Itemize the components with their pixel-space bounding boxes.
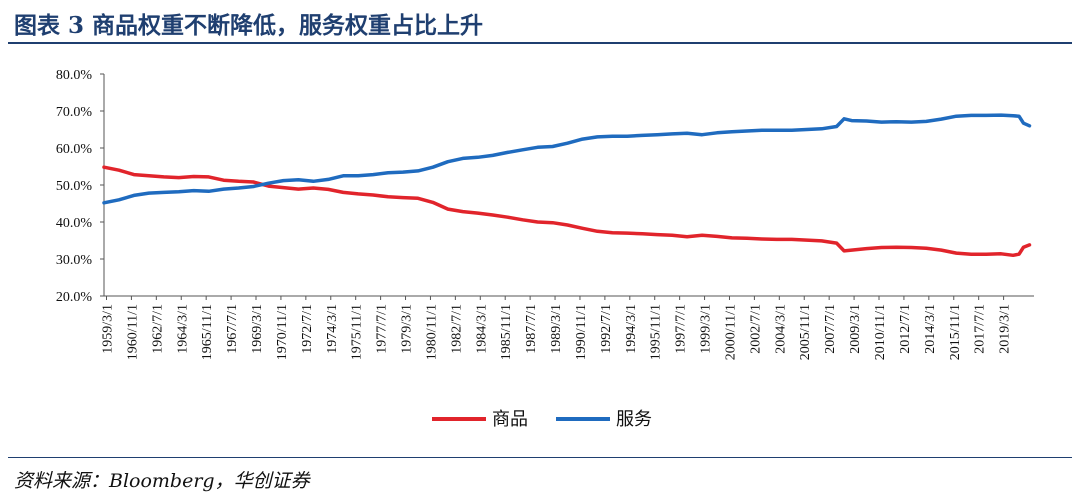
x-tick-label: 1994/3/1 xyxy=(624,304,639,354)
x-tick-label: 1989/3/1 xyxy=(549,304,564,354)
x-tick-label: 2004/3/1 xyxy=(773,304,788,354)
goods-line xyxy=(102,165,1032,258)
x-tick-label: 1999/3/1 xyxy=(699,304,714,354)
x-tick-label: 2010/11/1 xyxy=(873,304,888,360)
y-tick-label: 70.0% xyxy=(56,105,93,120)
y-tick-label: 50.0% xyxy=(56,179,93,194)
title-divider xyxy=(8,42,1072,44)
x-tick-label: 1975/11/1 xyxy=(350,304,365,360)
legend-label: 服务 xyxy=(616,409,652,430)
x-tick-label: 2007/7/1 xyxy=(823,304,838,354)
x-tick-label: 1964/3/1 xyxy=(175,304,190,354)
legend-item-goods: 商品 xyxy=(432,409,528,430)
x-tick-label: 1997/7/1 xyxy=(674,304,689,354)
x-tick-label: 2005/11/1 xyxy=(798,304,813,360)
source-note: 资料来源：Bloomberg，华创证券 xyxy=(14,470,310,492)
series-lines xyxy=(102,113,1032,258)
x-tick-label: 1985/11/1 xyxy=(499,304,514,360)
figure-title: 图表 3 商品权重不断降低，服务权重占比上升 xyxy=(14,12,484,39)
x-tick-label: 2009/3/1 xyxy=(848,304,863,354)
x-tick-label: 1974/3/1 xyxy=(325,304,340,354)
x-tick-label: 1982/7/1 xyxy=(449,304,464,354)
x-tick-label: 1960/11/1 xyxy=(125,304,140,360)
y-tick-label: 60.0% xyxy=(56,142,93,157)
x-tick-label: 1990/11/1 xyxy=(574,304,589,360)
x-tick-label: 1977/7/1 xyxy=(375,304,390,354)
services-line xyxy=(102,113,1032,205)
y-tick-label: 30.0% xyxy=(56,253,93,268)
x-tick-label: 1987/7/1 xyxy=(524,304,539,354)
chart-axes xyxy=(103,74,1034,297)
x-tick-label: 1970/11/1 xyxy=(275,304,290,360)
x-tick-label: 1969/3/1 xyxy=(250,304,265,354)
x-tick-label: 2014/3/1 xyxy=(923,304,938,354)
source-divider xyxy=(8,457,1072,458)
legend-item-services: 服务 xyxy=(556,409,652,430)
x-tick-label: 1992/7/1 xyxy=(599,304,614,354)
x-tick-label: 1979/3/1 xyxy=(400,304,415,354)
x-tick-label: 2012/7/1 xyxy=(898,304,913,354)
legend: 商品 服务 xyxy=(432,409,652,430)
y-tick-label: 20.0% xyxy=(56,290,93,305)
x-tick-label: 1972/7/1 xyxy=(300,304,315,354)
x-tick-label: 1959/3/1 xyxy=(100,304,115,354)
x-tick-label: 2000/11/1 xyxy=(723,304,738,360)
x-tick-label: 1984/3/1 xyxy=(474,304,489,354)
x-tick-label: 2015/11/1 xyxy=(948,304,963,360)
title-bar: 图表 3 商品权重不断降低，服务权重占比上升 xyxy=(0,0,1080,44)
x-tick-label: 1995/11/1 xyxy=(649,304,664,360)
y-tick-label: 80.0% xyxy=(56,68,93,83)
x-axis-ticks: 1959/3/1 1960/11/1 1962/7/1 1964/3/1 1965/11… xyxy=(100,296,1013,360)
x-tick-label: 1962/7/1 xyxy=(150,304,165,354)
x-tick-label: 1965/11/1 xyxy=(200,304,215,360)
x-tick-label: 2019/3/1 xyxy=(998,304,1013,354)
x-tick-label: 1980/11/1 xyxy=(424,304,439,360)
line-chart: 20.0% 30.0% 40.0% 50.0% 60.0% 70.0% 80.0% 1959… xyxy=(56,68,1034,430)
legend-label: 商品 xyxy=(492,409,528,430)
y-axis-ticks: 20.0% 30.0% 40.0% 50.0% 60.0% 70.0% 80.0% xyxy=(56,68,104,305)
x-tick-label: 1967/7/1 xyxy=(225,304,240,354)
x-tick-label: 2002/7/1 xyxy=(748,304,763,354)
y-tick-label: 40.0% xyxy=(56,216,93,231)
x-tick-label: 2017/7/1 xyxy=(973,304,988,354)
